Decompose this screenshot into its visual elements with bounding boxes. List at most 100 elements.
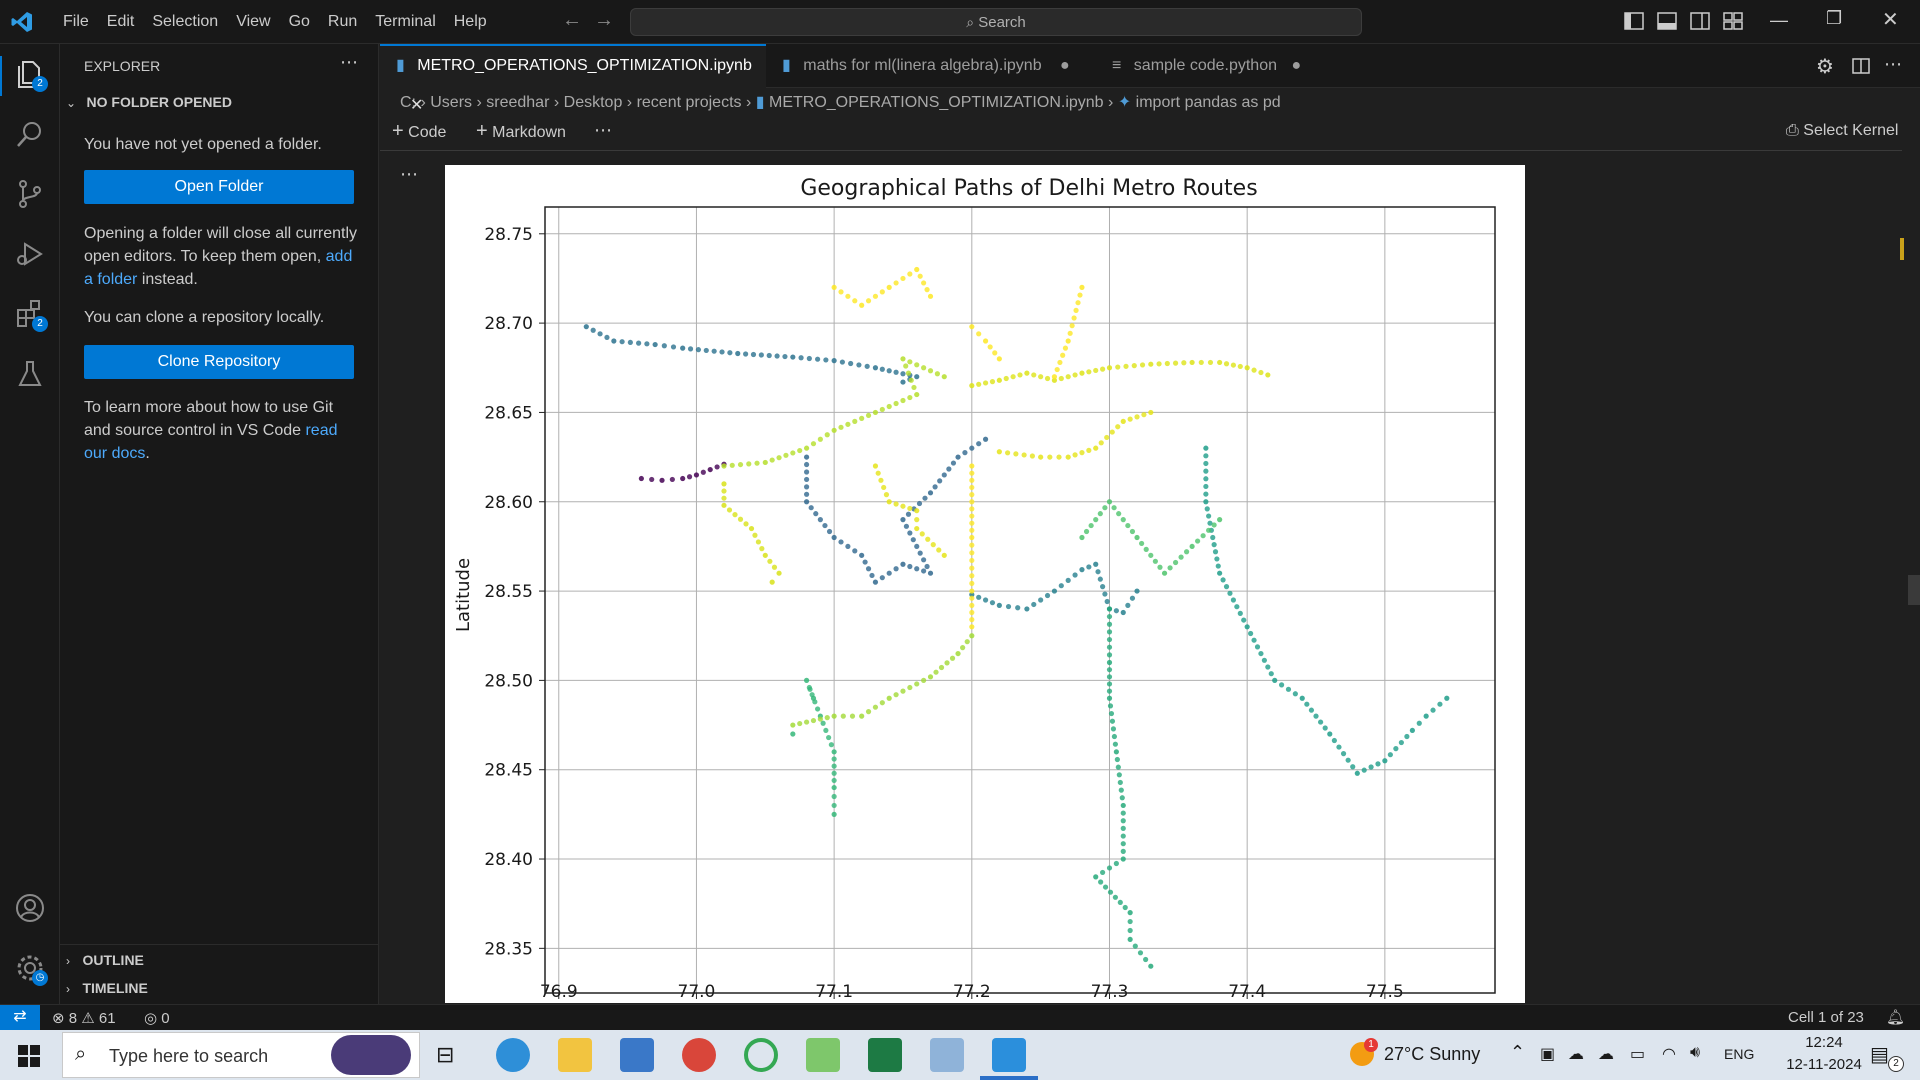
testing-flask-icon[interactable]: [14, 358, 46, 390]
breadcrumb-user[interactable]: sreedhar: [486, 94, 550, 111]
windows-start-icon[interactable]: [18, 1045, 40, 1067]
clock-time[interactable]: 12:24: [1805, 1034, 1843, 1051]
customize-layout-icon[interactable]: [1723, 12, 1743, 30]
toggle-primary-sidebar-icon[interactable]: [1624, 12, 1644, 30]
open-folder-button[interactable]: Open Folder: [84, 170, 354, 204]
run-debug-icon[interactable]: [14, 238, 46, 270]
more-actions-icon[interactable]: ⋯: [340, 52, 358, 72]
breadcrumb-drive[interactable]: C:: [400, 94, 416, 111]
notifications-bell-icon[interactable]: 🔔︎: [1886, 1009, 1906, 1026]
account-icon[interactable]: [14, 892, 46, 924]
toggle-panel-icon[interactable]: [1657, 12, 1677, 30]
no-folder-section-header[interactable]: ⌄ NO FOLDER OPENED: [66, 94, 366, 116]
close-window-icon[interactable]: ✕: [1882, 9, 1899, 31]
menu-selection[interactable]: Selection: [152, 13, 219, 30]
taskbar-search-box[interactable]: ⌕ Type here to search: [62, 1032, 420, 1078]
manage-gear-icon[interactable]: [14, 952, 46, 984]
remote-indicator-icon[interactable]: ⇄: [0, 1005, 40, 1030]
data-point-route-yellow-nne: [969, 617, 975, 623]
task-view-icon[interactable]: ⊟: [436, 1042, 455, 1067]
restore-icon[interactable]: ❐: [1826, 8, 1843, 28]
chevron-up-icon[interactable]: ⌃: [1510, 1042, 1526, 1062]
mail-icon[interactable]: [620, 1038, 654, 1072]
tray-app-icon[interactable]: ▣: [1540, 1046, 1556, 1063]
source-control-icon[interactable]: [14, 178, 46, 210]
data-point-route-yellow-nne: [865, 298, 872, 304]
menu-go[interactable]: Go: [288, 13, 310, 30]
unsaved-dot-icon[interactable]: ●: [1291, 57, 1302, 74]
circle-app-icon[interactable]: [744, 1038, 778, 1072]
data-point-route-blue-loop: [838, 539, 844, 545]
data-point-route-teal-south: [1127, 918, 1133, 925]
clock-date[interactable]: 12-11-2024: [1786, 1056, 1862, 1073]
ports-indicator[interactable]: ◎ 0: [144, 1009, 170, 1027]
language-indicator[interactable]: ENG: [1724, 1046, 1755, 1062]
scrollbar-thumb[interactable]: [1908, 575, 1920, 605]
breadcrumb-file[interactable]: METRO_OPERATIONS_OPTIMIZATION.ipynb: [769, 94, 1104, 111]
more-actions-icon[interactable]: ⋯: [594, 120, 612, 140]
data-point-route-teal-east: [1292, 691, 1298, 697]
outline-section-header[interactable]: › OUTLINE: [66, 952, 144, 970]
volume-icon[interactable]: 🔊︎: [1690, 1044, 1701, 1061]
weather-text[interactable]: 27°C Sunny: [1384, 1044, 1481, 1064]
edge-browser-icon[interactable]: [496, 1038, 530, 1072]
settings-gear-icon[interactable]: ⚙: [1816, 56, 1834, 78]
cell-position[interactable]: Cell 1 of 23: [1788, 1009, 1864, 1026]
menu-run[interactable]: Run: [327, 13, 358, 30]
data-point-route-teal-east: [1244, 624, 1250, 630]
minimize-icon[interactable]: —: [1770, 10, 1788, 30]
picture-app-icon[interactable]: [930, 1038, 964, 1072]
tab-sample-code[interactable]: ≡ sample code.python ●: [1096, 44, 1302, 88]
toggle-secondary-sidebar-icon[interactable]: [1690, 12, 1710, 30]
wifi-icon[interactable]: ◠: [1662, 1046, 1676, 1063]
menu-edit[interactable]: Edit: [106, 13, 135, 30]
timeline-section-header[interactable]: › TIMELINE: [66, 980, 148, 998]
breadcrumb-symbol[interactable]: import pandas as pd: [1135, 94, 1281, 111]
excel-icon[interactable]: [868, 1038, 902, 1072]
cell-divider: [380, 150, 1902, 151]
data-point-route-teal-east: [1416, 720, 1422, 726]
command-center-search[interactable]: ⌕ Search: [630, 8, 1362, 36]
tab-maths-for-ml[interactable]: ▮ maths for ml(linera algebra).ipynb ●: [766, 44, 1096, 88]
explorer-icon[interactable]: [14, 58, 46, 90]
add-markdown-cell-button[interactable]: + Markdown: [476, 120, 566, 143]
more-actions-icon[interactable]: ⋯: [1884, 54, 1902, 74]
menu-view[interactable]: View: [236, 13, 271, 30]
onedrive-icon[interactable]: ☁: [1568, 1046, 1584, 1063]
extensions-icon[interactable]: [14, 298, 46, 330]
breadcrumb-folder[interactable]: recent projects: [636, 94, 742, 111]
data-point-route-lime-west: [852, 418, 858, 424]
data-point-route-teal-south: [1110, 726, 1117, 732]
file-explorer-icon[interactable]: [558, 1038, 592, 1072]
x-tick-label: 77.0: [678, 982, 716, 1002]
add-folder-link[interactable]: add a folder: [84, 248, 353, 288]
data-point-route-blue-south: [969, 592, 975, 598]
split-editor-icon[interactable]: [1852, 58, 1870, 74]
cloud-sync-icon[interactable]: ☁: [1598, 1046, 1614, 1063]
chrome-icon[interactable]: [682, 1038, 716, 1072]
data-point-route-teal-south: [1106, 652, 1113, 658]
back-arrow-icon[interactable]: ←: [562, 9, 582, 31]
add-code-cell-button[interactable]: + Code: [392, 120, 446, 143]
notification-center-icon[interactable]: ▤: [1870, 1044, 1889, 1066]
menu-terminal[interactable]: Terminal: [375, 13, 436, 30]
menu-help[interactable]: Help: [453, 13, 487, 30]
select-kernel-button[interactable]: ⎙ Select Kernel: [1786, 122, 1898, 140]
problems-indicator[interactable]: ⊗ 8 ⚠ 61: [52, 1009, 116, 1027]
data-point-route-teal-south: [1106, 613, 1113, 620]
vscode-taskbar-icon[interactable]: [992, 1038, 1026, 1072]
battery-icon[interactable]: ▭: [1630, 1046, 1646, 1063]
snip-tool-icon[interactable]: [806, 1038, 840, 1072]
clone-repository-button[interactable]: Clone Repository: [84, 345, 354, 379]
breadcrumb-desktop[interactable]: Desktop: [563, 94, 623, 111]
breadcrumb-users[interactable]: Users: [430, 94, 473, 111]
close-tab-icon[interactable]: ✕: [410, 97, 424, 114]
read-docs-link[interactable]: read our docs: [84, 422, 338, 462]
data-point-route-yellow-north: [1115, 364, 1121, 370]
menu-file[interactable]: File: [63, 13, 89, 30]
forward-arrow-icon[interactable]: →: [594, 9, 614, 31]
search-icon[interactable]: [14, 118, 46, 150]
tab-metro-operations[interactable]: ▮ METRO_OPERATIONS_OPTIMIZATION.ipynb ✕: [380, 44, 766, 114]
cell-output-menu-icon[interactable]: ⋯: [400, 164, 418, 184]
unsaved-dot-icon[interactable]: ●: [1060, 57, 1070, 74]
